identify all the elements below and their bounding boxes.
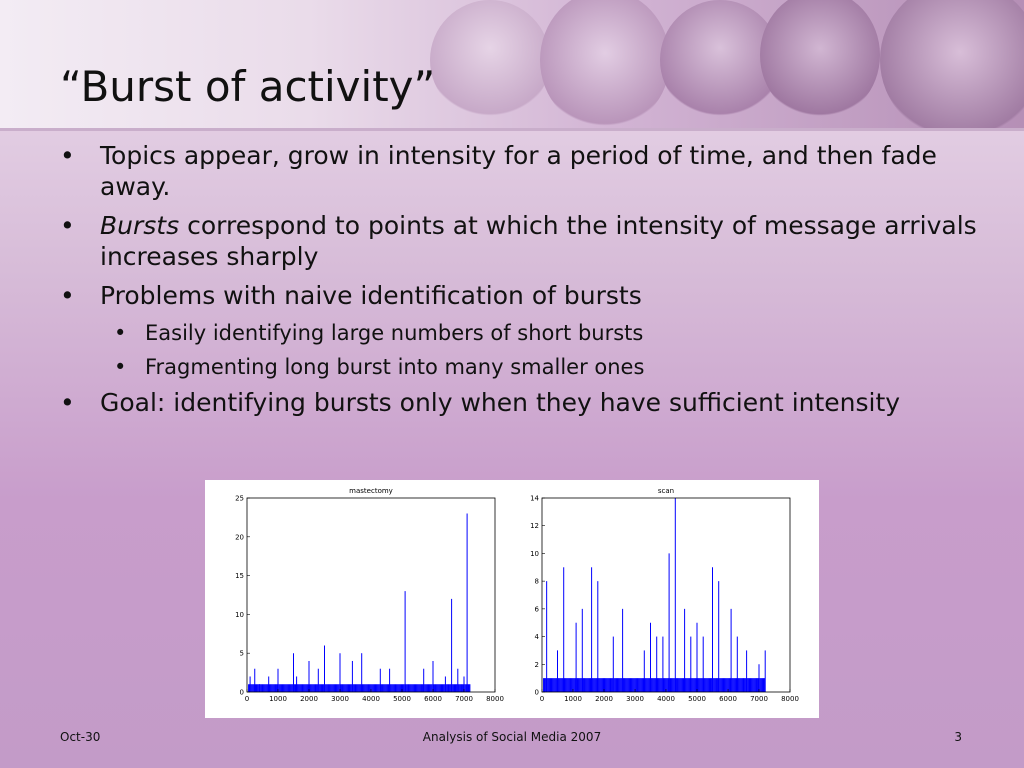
y-tick-label: 2	[535, 661, 539, 669]
bullet-item: Bursts correspond to points at which the…	[60, 210, 990, 272]
y-tick-label: 10	[235, 611, 244, 619]
bullet-item: Goal: identifying bursts only when they …	[60, 387, 990, 418]
slide-title: “Burst of activity”	[60, 62, 436, 111]
x-tick-label: 1000	[269, 695, 287, 703]
x-tick-label: 0	[540, 695, 544, 703]
chart-title: mastectomy	[349, 487, 393, 495]
header-banner: “Burst of activity”	[0, 0, 1024, 128]
chart-title: scan	[658, 487, 674, 495]
y-tick-label: 14	[530, 495, 539, 503]
plot-frame	[541, 497, 791, 693]
x-tick-label: 7000	[750, 695, 768, 703]
x-tick-label: 2000	[300, 695, 318, 703]
charts-figure: mastectomy 0 1000 2000 3000 4000 5000 6000 7000 8…	[205, 480, 819, 718]
y-tick-label: 20	[235, 533, 244, 541]
x-tick-label: 5000	[393, 695, 411, 703]
x-tick-label: 4000	[362, 695, 380, 703]
sub-bullet-item: Fragmenting long burst into many smaller…	[60, 353, 990, 381]
bullet-text: Topics appear, grow in intensity for a p…	[100, 141, 937, 201]
bullet-item: Problems with naive identification of bu…	[60, 280, 990, 311]
y-tick-label: 4	[535, 633, 540, 641]
x-tick-label: 3000	[626, 695, 644, 703]
photo-face-5	[880, 0, 1024, 128]
bullet-text: Problems with naive identification of bu…	[100, 281, 642, 310]
y-tick-label: 5	[240, 650, 244, 658]
sub-bullet-item: Easily identifying large numbers of shor…	[60, 319, 990, 347]
y-tick-label: 12	[530, 522, 539, 530]
footer-page-number: 3	[954, 730, 962, 744]
y-tick-label: 10	[530, 550, 539, 558]
x-tick-label: 4000	[657, 695, 675, 703]
footer-date: Oct-30	[60, 730, 101, 744]
y-tick-label: 8	[535, 578, 539, 586]
x-tick-label: 8000	[781, 695, 799, 703]
bullet-text: Easily identifying large numbers of shor…	[145, 321, 644, 345]
y-tick-label: 25	[235, 495, 244, 503]
photo-face-1	[430, 0, 550, 120]
y-tick-label: 6	[535, 605, 540, 613]
x-tick-label: 0	[245, 695, 249, 703]
bullet-text: Fragmenting long burst into many smaller…	[145, 355, 645, 379]
bullet-item: Topics appear, grow in intensity for a p…	[60, 140, 990, 202]
plot-frame	[246, 497, 496, 693]
photo-face-4	[760, 0, 880, 120]
y-tick-label: 15	[235, 572, 244, 580]
x-tick-label: 6000	[719, 695, 737, 703]
x-tick-label: 8000	[486, 695, 504, 703]
footer-center: Analysis of Social Media 2007	[422, 730, 602, 744]
y-tick-label: 0	[240, 689, 244, 697]
x-tick-label: 3000	[331, 695, 349, 703]
photo-face-2	[540, 0, 670, 128]
y-tick-label: 0	[535, 689, 539, 697]
x-tick-label: 5000	[688, 695, 706, 703]
bullet-list: Topics appear, grow in intensity for a p…	[60, 140, 990, 426]
header-divider	[0, 128, 1024, 131]
bullet-text: correspond to points at which the intens…	[100, 211, 977, 271]
x-tick-label: 6000	[424, 695, 442, 703]
x-tick-label: 2000	[595, 695, 613, 703]
x-tick-label: 1000	[564, 695, 582, 703]
x-tick-label: 7000	[455, 695, 473, 703]
bullet-emphasis: Bursts	[100, 211, 180, 240]
bullet-text: Goal: identifying bursts only when they …	[100, 388, 901, 417]
